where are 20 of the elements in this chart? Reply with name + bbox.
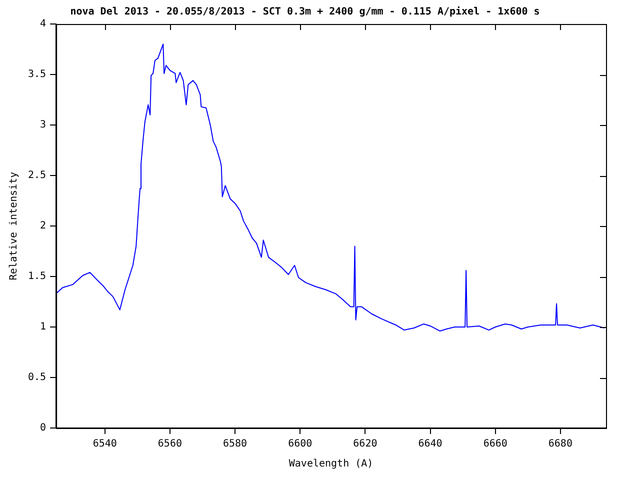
y-tick-label: 1.5 bbox=[28, 271, 46, 282]
y-tick-label: 2 bbox=[40, 220, 46, 232]
x-tick-label: 6680 bbox=[548, 438, 572, 450]
x-tick-label: 6640 bbox=[418, 438, 442, 450]
x-tick-label: 6540 bbox=[92, 438, 117, 450]
x-axis-title: Wavelength (A) bbox=[288, 458, 374, 470]
x-tick-label: 6620 bbox=[353, 438, 378, 450]
y-tick-label: 2.5 bbox=[28, 170, 46, 182]
y-axis-title: Relative intensity bbox=[8, 172, 20, 280]
y-tick-label: 3 bbox=[40, 120, 46, 131]
x-tick-label: 6660 bbox=[483, 438, 508, 450]
chart-title: nova Del 2013 - 20.055/8/2013 - SCT 0.3m + 2400 g/mm - 0.115 A/pixel - 1x600 s bbox=[70, 6, 540, 18]
y-tick-label: 1 bbox=[40, 322, 46, 333]
y-tick-label: 3.5 bbox=[28, 69, 46, 80]
y-tick-label: 4 bbox=[40, 18, 46, 30]
x-tick-label: 6600 bbox=[288, 438, 312, 450]
y-tick-label: 0.5 bbox=[28, 372, 46, 384]
y-tick-label: 0 bbox=[40, 422, 46, 434]
x-tick-label: 6560 bbox=[158, 438, 182, 450]
x-tick-label: 6580 bbox=[222, 438, 248, 450]
